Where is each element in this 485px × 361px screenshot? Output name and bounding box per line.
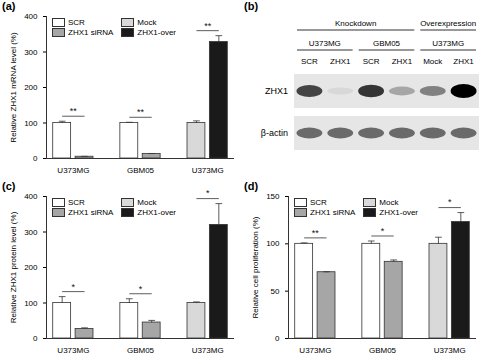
svg-text:β-actin: β-actin: [261, 128, 288, 138]
html-text:ZHX1-over: ZHX1-over: [137, 208, 176, 217]
svg-text:**: **: [137, 107, 145, 117]
svg-text:300: 300: [24, 228, 38, 237]
html-text:SCR: SCR: [310, 198, 327, 207]
html-text:(a): (a): [2, 0, 16, 12]
html-text:ZHX1-over: ZHX1-over: [137, 28, 176, 37]
svg-text:Knockdown: Knockdown: [335, 19, 376, 28]
svg-text:100: 100: [24, 119, 38, 128]
svg-text:GBM05: GBM05: [373, 39, 401, 48]
svg-text:0: 0: [33, 334, 38, 343]
svg-text:*: *: [206, 188, 210, 198]
svg-text:ZHX1: ZHX1: [453, 57, 474, 66]
svg-text:U373MG: U373MG: [57, 166, 89, 175]
svg-text:0: 0: [33, 154, 38, 163]
svg-text:200: 200: [24, 263, 38, 272]
svg-text:*: *: [72, 281, 76, 291]
svg-text:ZHX1: ZHX1: [392, 57, 413, 66]
svg-text:400: 400: [24, 192, 38, 201]
svg-text:SCR: SCR: [301, 57, 318, 66]
svg-text:Relative ZHX1 protein level (%: Relative ZHX1 protein level (%): [9, 211, 18, 323]
svg-text:GBM05: GBM05: [127, 166, 155, 175]
html-text:Mock: Mock: [137, 198, 157, 207]
svg-text:Overexpression: Overexpression: [420, 19, 476, 28]
svg-text:Relative ZHX1 mRNA level (%): Relative ZHX1 mRNA level (%): [9, 32, 18, 143]
svg-text:*: *: [448, 197, 452, 207]
svg-text:GBM05: GBM05: [127, 346, 155, 355]
svg-text:Relative cell proliferation (%: Relative cell proliferation (%): [251, 216, 260, 318]
html-text:ZHX1-over: ZHX1-over: [379, 208, 418, 217]
svg-text:U373MG: U373MG: [299, 346, 331, 355]
svg-text:**: **: [204, 21, 212, 31]
svg-text:ZHX1: ZHX1: [330, 57, 351, 66]
html-text:ZHX1 siRNA: ZHX1 siRNA: [68, 28, 114, 37]
svg-text:150: 150: [266, 192, 280, 201]
html-text:(d): (d): [244, 180, 258, 192]
svg-text:U373MG: U373MG: [432, 39, 464, 48]
svg-text:GBM05: GBM05: [369, 346, 397, 355]
html-text:SCR: SCR: [68, 198, 85, 207]
svg-text:U373MG: U373MG: [192, 166, 224, 175]
svg-text:Mock: Mock: [423, 57, 443, 66]
svg-text:*: *: [139, 284, 143, 294]
html-text:ZHX1 siRNA: ZHX1 siRNA: [310, 208, 356, 217]
svg-text:*: *: [381, 226, 385, 236]
html-text:(c): (c): [2, 180, 16, 192]
html-text:(b): (b): [244, 0, 258, 12]
svg-text:100: 100: [266, 239, 280, 248]
svg-text:U373MG: U373MG: [434, 346, 466, 355]
svg-text:**: **: [312, 228, 320, 238]
svg-text:100: 100: [24, 299, 38, 308]
svg-text:300: 300: [24, 48, 38, 57]
svg-text:400: 400: [24, 12, 38, 21]
html-text:ZHX1 siRNA: ZHX1 siRNA: [68, 208, 114, 217]
svg-text:0: 0: [275, 334, 280, 343]
html-text:Mock: Mock: [379, 198, 399, 207]
svg-text:SCR: SCR: [363, 57, 380, 66]
html-text:SCR: SCR: [68, 18, 85, 27]
svg-text:**: **: [70, 106, 78, 116]
svg-text:U373MG: U373MG: [57, 346, 89, 355]
svg-text:ZHX1: ZHX1: [265, 86, 288, 96]
svg-text:50: 50: [271, 287, 280, 296]
svg-text:U373MG: U373MG: [309, 39, 341, 48]
svg-text:U373MG: U373MG: [192, 346, 224, 355]
svg-text:200: 200: [24, 83, 38, 92]
html-text:Mock: Mock: [137, 18, 157, 27]
